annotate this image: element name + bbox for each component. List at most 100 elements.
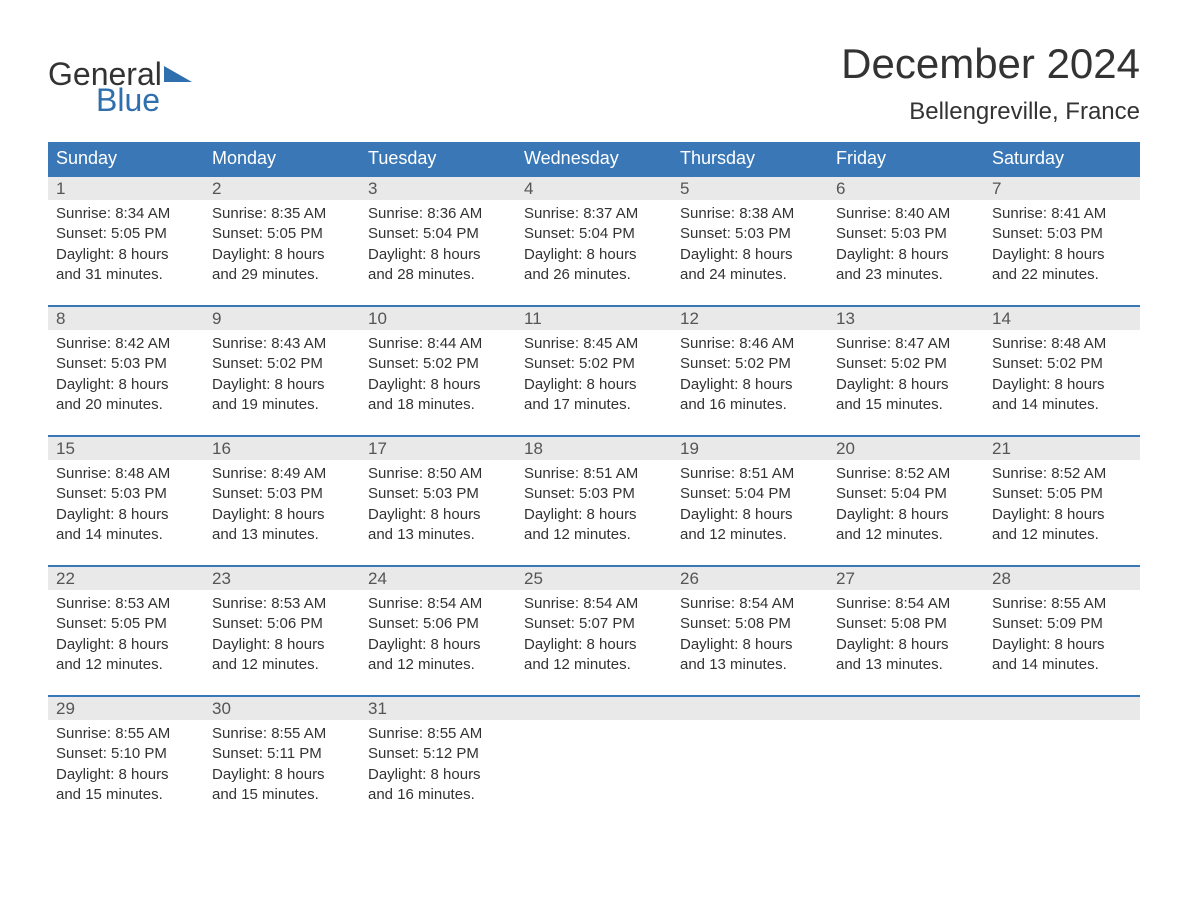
- weekday-thursday: Thursday: [672, 142, 828, 175]
- daylight-line2: and 15 minutes.: [56, 785, 196, 805]
- daybody-row: Sunrise: 8:34 AMSunset: 5:05 PMDaylight:…: [48, 200, 1140, 291]
- daylight-line1: Daylight: 8 hours: [836, 245, 976, 265]
- weekday-friday: Friday: [828, 142, 984, 175]
- daylight-line1: Daylight: 8 hours: [680, 375, 820, 395]
- sunrise-text: Sunrise: 8:45 AM: [524, 334, 664, 354]
- day-cell: Sunrise: 8:46 AMSunset: 5:02 PMDaylight:…: [672, 330, 828, 421]
- sunrise-text: Sunrise: 8:50 AM: [368, 464, 508, 484]
- sunrise-text: Sunrise: 8:43 AM: [212, 334, 352, 354]
- daylight-line1: Daylight: 8 hours: [212, 505, 352, 525]
- sunset-text: Sunset: 5:03 PM: [836, 224, 976, 244]
- sunset-text: Sunset: 5:10 PM: [56, 744, 196, 764]
- daylight-line1: Daylight: 8 hours: [836, 505, 976, 525]
- week-row: 1234567Sunrise: 8:34 AMSunset: 5:05 PMDa…: [48, 175, 1140, 291]
- sunset-text: Sunset: 5:03 PM: [992, 224, 1132, 244]
- daybody-row: Sunrise: 8:55 AMSunset: 5:10 PMDaylight:…: [48, 720, 1140, 811]
- sunset-text: Sunset: 5:03 PM: [368, 484, 508, 504]
- day-cell: Sunrise: 8:45 AMSunset: 5:02 PMDaylight:…: [516, 330, 672, 421]
- sunrise-text: Sunrise: 8:55 AM: [56, 724, 196, 744]
- sunset-text: Sunset: 5:12 PM: [368, 744, 508, 764]
- day-number: 10: [360, 307, 516, 330]
- day-number: 7: [984, 177, 1140, 200]
- day-cell: Sunrise: 8:48 AMSunset: 5:02 PMDaylight:…: [984, 330, 1140, 421]
- sunrise-text: Sunrise: 8:51 AM: [680, 464, 820, 484]
- sunrise-text: Sunrise: 8:53 AM: [56, 594, 196, 614]
- daylight-line1: Daylight: 8 hours: [524, 505, 664, 525]
- sunrise-text: Sunrise: 8:44 AM: [368, 334, 508, 354]
- sunset-text: Sunset: 5:03 PM: [524, 484, 664, 504]
- daylight-line1: Daylight: 8 hours: [56, 765, 196, 785]
- day-cell: Sunrise: 8:48 AMSunset: 5:03 PMDaylight:…: [48, 460, 204, 551]
- daylight-line2: and 12 minutes.: [524, 655, 664, 675]
- daylight-line1: Daylight: 8 hours: [212, 635, 352, 655]
- day-number: 23: [204, 567, 360, 590]
- day-number: 25: [516, 567, 672, 590]
- sunrise-text: Sunrise: 8:54 AM: [680, 594, 820, 614]
- day-cell: Sunrise: 8:37 AMSunset: 5:04 PMDaylight:…: [516, 200, 672, 291]
- day-cell: Sunrise: 8:55 AMSunset: 5:12 PMDaylight:…: [360, 720, 516, 811]
- day-cell: Sunrise: 8:53 AMSunset: 5:06 PMDaylight:…: [204, 590, 360, 681]
- sunset-text: Sunset: 5:02 PM: [836, 354, 976, 374]
- sunset-text: Sunset: 5:06 PM: [368, 614, 508, 634]
- day-cell: Sunrise: 8:43 AMSunset: 5:02 PMDaylight:…: [204, 330, 360, 421]
- day-cell: Sunrise: 8:44 AMSunset: 5:02 PMDaylight:…: [360, 330, 516, 421]
- sunset-text: Sunset: 5:02 PM: [368, 354, 508, 374]
- daylight-line1: Daylight: 8 hours: [368, 765, 508, 785]
- day-number: 15: [48, 437, 204, 460]
- daylight-line2: and 13 minutes.: [680, 655, 820, 675]
- sunrise-text: Sunrise: 8:48 AM: [56, 464, 196, 484]
- weekday-monday: Monday: [204, 142, 360, 175]
- day-cell: Sunrise: 8:53 AMSunset: 5:05 PMDaylight:…: [48, 590, 204, 681]
- day-number: 29: [48, 697, 204, 720]
- daylight-line2: and 13 minutes.: [212, 525, 352, 545]
- day-number: 30: [204, 697, 360, 720]
- sunrise-text: Sunrise: 8:55 AM: [992, 594, 1132, 614]
- daynum-row: 1234567: [48, 177, 1140, 200]
- day-number: 21: [984, 437, 1140, 460]
- day-number: 4: [516, 177, 672, 200]
- sunset-text: Sunset: 5:03 PM: [212, 484, 352, 504]
- logo-text-blue: Blue: [96, 84, 192, 116]
- day-number: 3: [360, 177, 516, 200]
- daylight-line1: Daylight: 8 hours: [368, 375, 508, 395]
- sunset-text: Sunset: 5:02 PM: [524, 354, 664, 374]
- daylight-line2: and 15 minutes.: [836, 395, 976, 415]
- daylight-line2: and 12 minutes.: [680, 525, 820, 545]
- daylight-line2: and 14 minutes.: [992, 655, 1132, 675]
- month-title: December 2024: [841, 40, 1140, 88]
- daylight-line1: Daylight: 8 hours: [524, 635, 664, 655]
- day-cell: Sunrise: 8:34 AMSunset: 5:05 PMDaylight:…: [48, 200, 204, 291]
- day-number: 24: [360, 567, 516, 590]
- day-cell: Sunrise: 8:55 AMSunset: 5:10 PMDaylight:…: [48, 720, 204, 811]
- day-number: 13: [828, 307, 984, 330]
- sunrise-text: Sunrise: 8:46 AM: [680, 334, 820, 354]
- sunrise-text: Sunrise: 8:48 AM: [992, 334, 1132, 354]
- week-row: 891011121314 Sunrise: 8:42 AMSunset: 5:03…: [48, 305, 1140, 421]
- daylight-line2: and 12 minutes.: [992, 525, 1132, 545]
- day-cell: Sunrise: 8:54 AMSunset: 5:08 PMDaylight:…: [672, 590, 828, 681]
- daylight-line1: Daylight: 8 hours: [212, 375, 352, 395]
- sunrise-text: Sunrise: 8:54 AM: [524, 594, 664, 614]
- daylight-line2: and 14 minutes.: [992, 395, 1132, 415]
- daylight-line1: Daylight: 8 hours: [56, 635, 196, 655]
- sunrise-text: Sunrise: 8:47 AM: [836, 334, 976, 354]
- sunrise-text: Sunrise: 8:35 AM: [212, 204, 352, 224]
- daylight-line1: Daylight: 8 hours: [992, 375, 1132, 395]
- daylight-line1: Daylight: 8 hours: [992, 505, 1132, 525]
- sunset-text: Sunset: 5:03 PM: [56, 354, 196, 374]
- sunrise-text: Sunrise: 8:49 AM: [212, 464, 352, 484]
- week-row: 15161718192021Sunrise: 8:48 AMSunset: 5:…: [48, 435, 1140, 551]
- weekday-header: SundayMondayTuesdayWednesdayThursdayFrid…: [48, 142, 1140, 175]
- daynum-row: 891011121314: [48, 307, 1140, 330]
- day-cell: Sunrise: 8:52 AMSunset: 5:05 PMDaylight:…: [984, 460, 1140, 551]
- daylight-line1: Daylight: 8 hours: [56, 245, 196, 265]
- sunrise-text: Sunrise: 8:55 AM: [212, 724, 352, 744]
- daylight-line1: Daylight: 8 hours: [680, 245, 820, 265]
- sunset-text: Sunset: 5:08 PM: [680, 614, 820, 634]
- weekday-sunday: Sunday: [48, 142, 204, 175]
- day-number: 11: [516, 307, 672, 330]
- sunrise-text: Sunrise: 8:42 AM: [56, 334, 196, 354]
- sunset-text: Sunset: 5:05 PM: [212, 224, 352, 244]
- day-number: 17: [360, 437, 516, 460]
- day-cell: Sunrise: 8:41 AMSunset: 5:03 PMDaylight:…: [984, 200, 1140, 291]
